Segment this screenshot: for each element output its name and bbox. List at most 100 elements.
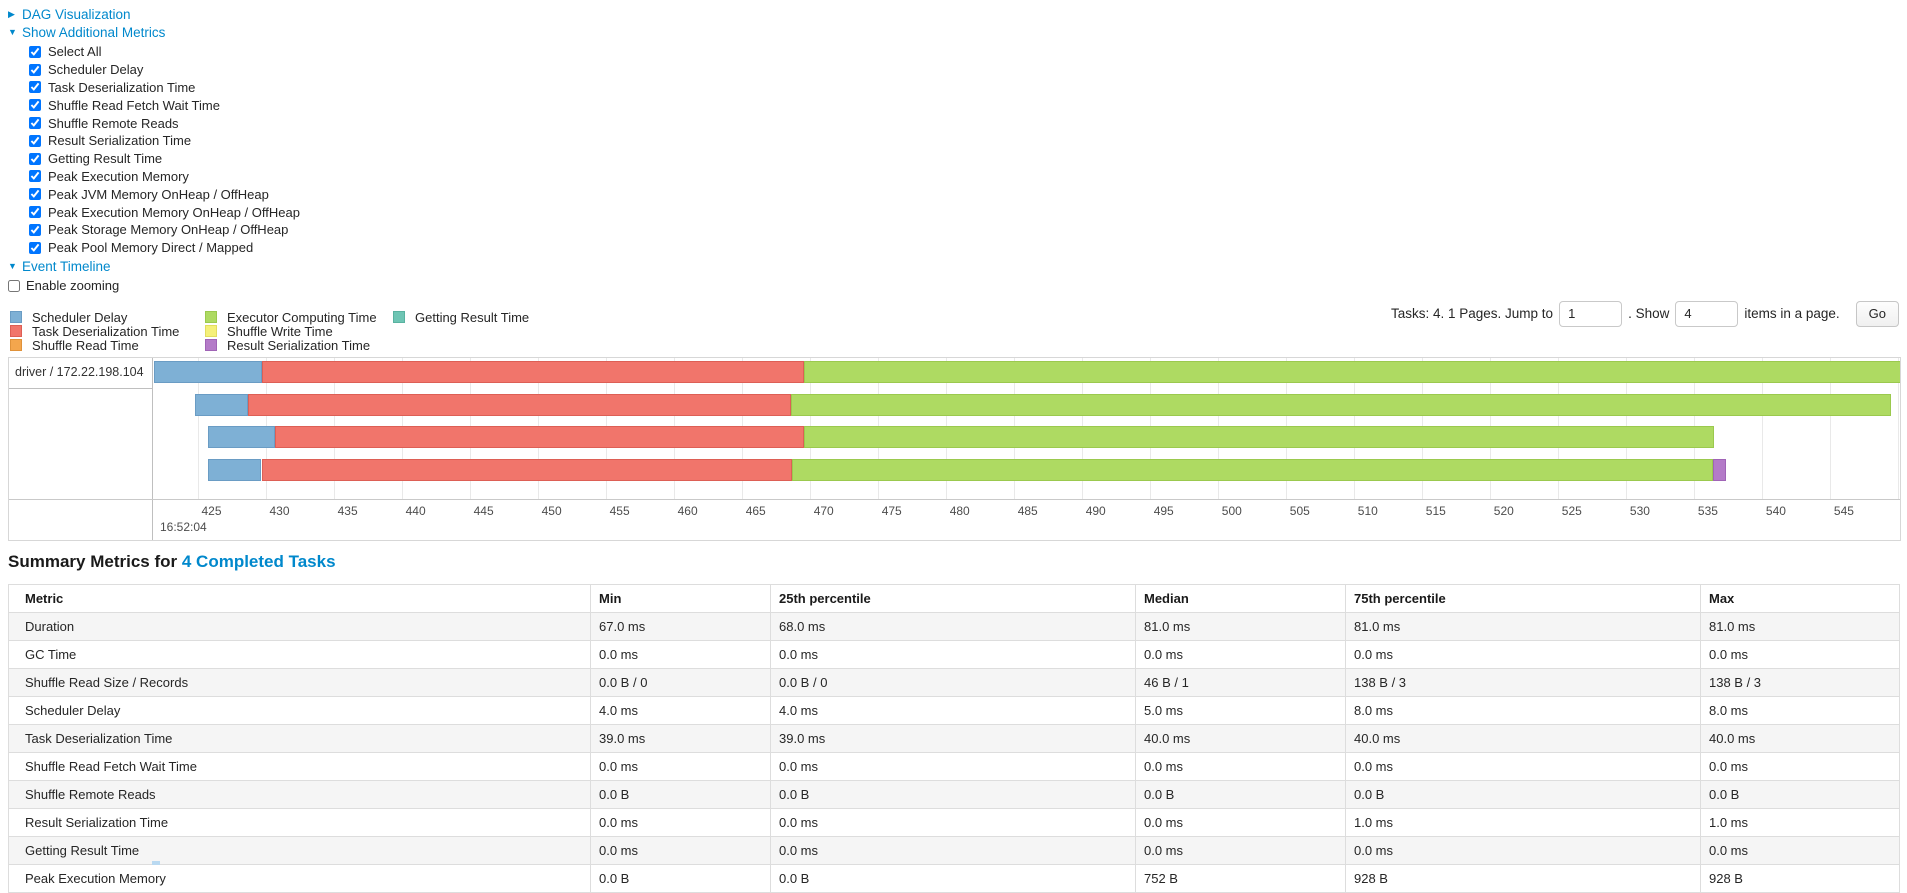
timeline-tick-label: 435 <box>337 503 358 518</box>
legend-label: Executor Computing Time <box>227 309 377 325</box>
shuffle-write-swatch-icon <box>205 325 217 338</box>
legend-item-executor-computing: Executor Computing Time <box>205 309 377 325</box>
summary-table-row: Shuffle Remote Reads 0.0 B 0.0 B 0.0 B 0.0 B… <box>8 779 1900 809</box>
timeline-gridline <box>1761 357 1763 499</box>
timeline-tick-label: 465 <box>745 503 766 518</box>
summary-metrics-heading: Summary Metrics for 4 Completed Tasks <box>8 552 1899 572</box>
show-additional-metrics-toggle[interactable]: ▼ Show Additional Metrics <box>8 25 165 40</box>
enable-zooming-checkbox[interactable] <box>8 279 20 292</box>
task-deserialization-swatch-icon <box>10 325 22 338</box>
timeline-tick-label: 515 <box>1425 503 1446 518</box>
metric-checkbox-label: Peak Execution Memory OnHeap / OffHeap <box>48 204 300 220</box>
metric-checkbox-label: Getting Result Time <box>48 151 163 167</box>
task-pagination: Tasks: 4. 1 Pages. Jump to . Show items … <box>1385 300 1899 327</box>
task-segment-scheduler-delay <box>208 425 276 448</box>
summary-cell: 928 B <box>1345 863 1701 893</box>
metric-checkbox-6[interactable] <box>29 152 41 165</box>
metric-checkbox-5[interactable] <box>29 134 41 147</box>
summary-header-cell: Min <box>590 583 771 613</box>
summary-cell: 4.0 ms <box>770 695 1136 725</box>
collapsed-arrow-icon: ▶ <box>8 9 15 19</box>
legend-column: Getting Result Time <box>393 310 529 325</box>
summary-table-row: Scheduler Delay 4.0 ms 4.0 ms 5.0 ms 8.0 ms 8… <box>8 695 1900 725</box>
event-timeline-chart: driver / 172.22.198.104 425 430 435 440 445 4… <box>8 356 1901 541</box>
summary-cell: 0.0 B <box>770 863 1136 893</box>
metric-checkbox-label: Peak Execution Memory <box>48 168 189 184</box>
timeline-tick-label: 530 <box>1629 503 1650 518</box>
summary-cell: 8.0 ms <box>1345 695 1701 725</box>
jump-to-page-input[interactable] <box>1559 300 1623 327</box>
executor-computing-swatch-icon <box>205 311 217 324</box>
metric-checkbox-7[interactable] <box>29 170 41 183</box>
summary-cell: 0.0 ms <box>1345 751 1701 781</box>
expanded-arrow-icon: ▼ <box>8 27 17 37</box>
summary-cell: 0.0 B <box>590 779 771 809</box>
summary-cell: 1.0 ms <box>1345 807 1701 837</box>
metric-checkbox-label: Peak Storage Memory OnHeap / OffHeap <box>48 222 289 238</box>
metric-checkbox-row: Shuffle Remote Reads <box>29 114 179 132</box>
task-segment-executor-computing <box>790 393 1892 416</box>
metric-checkbox-label: Peak Pool Memory Direct / Mapped <box>48 240 254 256</box>
timeline-tick-label: 525 <box>1561 503 1582 518</box>
summary-table-row: Duration 67.0 ms 68.0 ms 81.0 ms 81.0 ms 81.0… <box>8 611 1900 641</box>
metric-checkbox-row: Peak JVM Memory OnHeap / OffHeap <box>29 185 269 203</box>
task-segment-executor-computing <box>804 360 1900 383</box>
metric-checkbox-label: Shuffle Remote Reads <box>48 115 179 131</box>
summary-cell: 0.0 ms <box>770 639 1136 669</box>
timeline-tick-label: 495 <box>1153 503 1174 518</box>
summary-cell: 40.0 ms <box>1700 723 1900 753</box>
legend-column: Executor Computing Time Shuffle Write Tim… <box>205 309 377 353</box>
metric-checkbox-2[interactable] <box>29 81 41 94</box>
summary-cell: 0.0 ms <box>590 751 771 781</box>
legend-label: Result Serialization Time <box>227 337 371 353</box>
summary-cell: 81.0 ms <box>1345 611 1701 641</box>
event-timeline-toggle[interactable]: ▼ Event Timeline <box>8 259 111 274</box>
go-button[interactable]: Go <box>1855 300 1899 327</box>
metric-checkbox-0[interactable] <box>29 45 41 58</box>
metric-checkbox-1[interactable] <box>29 63 41 76</box>
metric-checkbox-row: Shuffle Read Fetch Wait Time <box>29 96 220 114</box>
metric-checkbox-11[interactable] <box>29 241 41 254</box>
metric-checkbox-label: Task Deserialization Time <box>48 79 196 95</box>
summary-cell: 0.0 ms <box>1700 835 1900 865</box>
items-per-page-input[interactable] <box>1675 300 1739 327</box>
timeline-tick-label: 485 <box>1017 503 1038 518</box>
metric-checkbox-4[interactable] <box>29 117 41 130</box>
summary-metrics-table: Metric Min 25th percentile Median 75th perce… <box>8 583 1900 893</box>
executor-group-label: driver / 172.22.198.104 <box>9 358 152 389</box>
metric-checkbox-9[interactable] <box>29 206 41 219</box>
timeline-group-column: driver / 172.22.198.104 <box>9 357 153 540</box>
summary-cell: 0.0 B <box>1700 779 1900 809</box>
metric-checkbox-10[interactable] <box>29 223 41 236</box>
timeline-tick-label: 500 <box>1221 503 1242 518</box>
metric-checkbox-8[interactable] <box>29 188 41 201</box>
summary-table-row: Task Deserialization Time 39.0 ms 39.0 ms 4… <box>8 723 1900 753</box>
task-segment-executor-computing <box>792 458 1713 481</box>
timeline-tick-label: 540 <box>1765 503 1786 518</box>
timeline-tick-label: 520 <box>1493 503 1514 518</box>
metric-checkbox-row: Peak Pool Memory Direct / Mapped <box>29 239 253 257</box>
task-segment-task-deserialization <box>261 458 792 481</box>
timeline-gridline <box>1829 357 1831 499</box>
pagination-mid-text: . Show <box>1628 306 1670 322</box>
summary-cell: 0.0 ms <box>590 807 771 837</box>
completed-tasks-link[interactable]: 4 Completed Tasks <box>181 551 336 571</box>
metric-checkbox-row: Scheduler Delay <box>29 61 143 79</box>
summary-cell: 0.0 B <box>590 863 771 893</box>
summary-header-cell: Max <box>1700 583 1900 613</box>
summary-cell: GC Time <box>8 639 591 669</box>
task-segment-task-deserialization <box>261 360 805 383</box>
summary-cell: 0.0 ms <box>770 751 1136 781</box>
pagination-summary-text: Tasks: 4. 1 Pages. Jump to <box>1390 306 1554 322</box>
timeline-tick-label: 460 <box>677 503 698 518</box>
timeline-tick-label: 510 <box>1357 503 1378 518</box>
dag-visualization-label: DAG Visualization <box>22 7 131 22</box>
dag-visualization-toggle[interactable]: ▶ DAG Visualization <box>8 7 131 22</box>
metric-checkbox-3[interactable] <box>29 99 41 112</box>
summary-header-cell: Median <box>1135 583 1346 613</box>
getting-result-swatch-icon <box>393 311 405 324</box>
summary-table-row: Getting Result Time 0.0 ms 0.0 ms 0.0 ms 0.0… <box>8 835 1900 865</box>
summary-cell: 752 B <box>1135 863 1346 893</box>
summary-cell: 39.0 ms <box>770 723 1136 753</box>
event-timeline-label: Event Timeline <box>22 258 111 274</box>
